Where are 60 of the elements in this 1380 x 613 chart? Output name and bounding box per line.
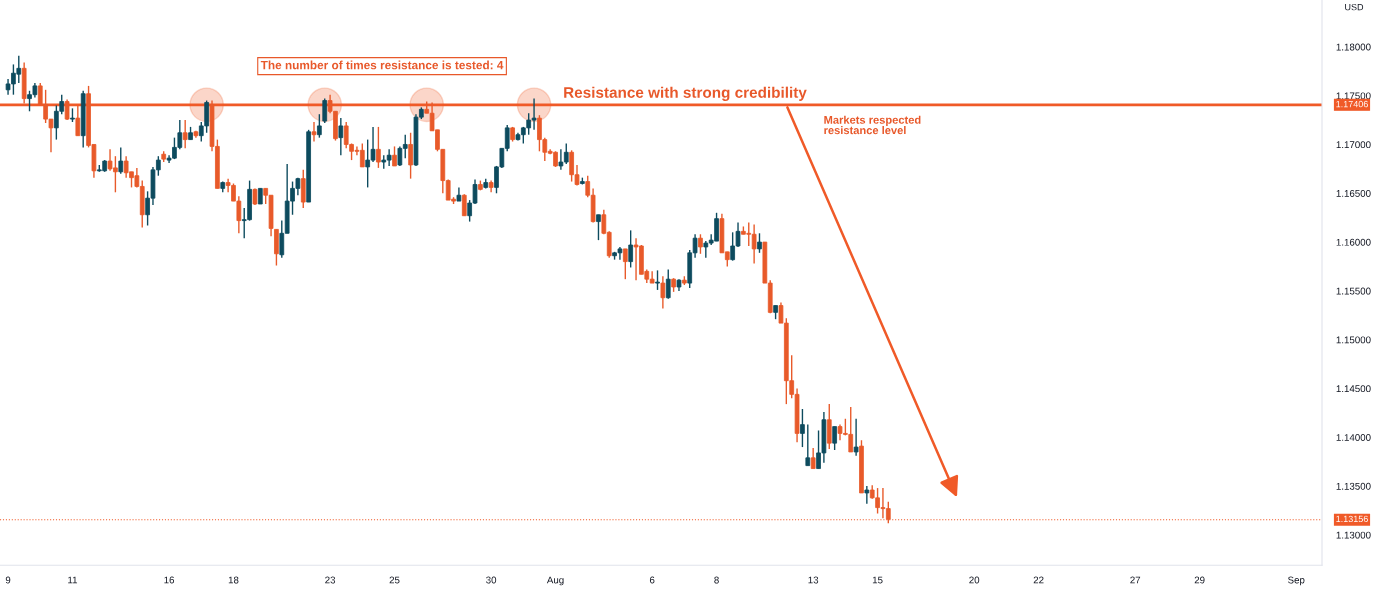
y-tick-label: 1.16000: [1336, 238, 1371, 246]
annotation: Markets respected resistance level: [824, 115, 921, 135]
y-tick-label: 1.13500: [1336, 482, 1371, 490]
candlestick: [805, 423, 811, 467]
x-tick-label: 8: [714, 576, 719, 584]
candlestick: [300, 169, 306, 209]
candlestick: [660, 275, 666, 310]
ref-line-label: 1.13156: [1336, 515, 1368, 523]
y-tick-label: 1.17000: [1336, 141, 1371, 149]
candlestick: [698, 233, 703, 255]
y-tick-label: 1.14500: [1336, 385, 1371, 393]
x-tick-label: 27: [1130, 576, 1141, 584]
candlestick: [832, 425, 837, 451]
x-tick-label: 22: [1033, 576, 1044, 584]
candlestick: [118, 146, 124, 175]
candlestick: [628, 229, 634, 269]
candlestick: [810, 447, 816, 470]
x-tick-label: Aug: [546, 576, 564, 586]
y-tick-label: 1.16500: [1336, 190, 1371, 197]
candlestick: [622, 248, 628, 280]
candlestick: [311, 121, 317, 143]
candlestick: [864, 485, 870, 505]
x-tick-label: Sep: [1288, 576, 1305, 586]
candlestick: [322, 97, 328, 124]
candlestick: [182, 119, 188, 150]
ref-line-label: 1.17406: [1336, 100, 1368, 108]
annotation: The number of times resistance is tested: 4: [260, 60, 504, 70]
x-tick-label: 9: [5, 576, 11, 584]
candlestick: [665, 268, 671, 300]
candlestick: [757, 232, 762, 254]
annotation: Resistance with strong credibility: [564, 86, 807, 101]
x-tick-label: 13: [808, 576, 819, 584]
candlestick: [800, 408, 805, 448]
y-tick-label: 1.15000: [1336, 336, 1371, 344]
candlestick: [392, 145, 397, 167]
y-tick-label: 1.17500: [1336, 92, 1371, 100]
x-tick-label: 18: [228, 576, 239, 584]
x-tick-label: 29: [1194, 576, 1205, 584]
candlestick: [596, 214, 601, 241]
candlestick: [826, 403, 832, 450]
candlestick: [338, 117, 344, 156]
y-tick-label: 1.13000: [1336, 531, 1371, 539]
candlestick: [408, 132, 413, 180]
text: USD: [1345, 3, 1364, 11]
y-tick-label: 1.15500: [1336, 287, 1371, 295]
candlestick: [461, 193, 467, 217]
x-tick-label: 11: [68, 576, 78, 584]
y-tick-label: 1.18000: [1336, 43, 1371, 51]
candlestick: [655, 269, 660, 291]
x-tick-label: 23: [325, 576, 336, 584]
candlestick: [317, 113, 322, 139]
x-tick-label: 6: [649, 576, 655, 584]
x-tick-label: 15: [872, 576, 883, 584]
candlestick: [376, 126, 381, 169]
candlestick: [853, 418, 859, 457]
y-tick-label: 1.14000: [1336, 434, 1371, 441]
x-tick-label: 30: [486, 576, 497, 584]
x-tick-label: 16: [164, 576, 175, 584]
x-tick-label: 25: [389, 576, 400, 584]
x-tick-label: 20: [969, 576, 980, 584]
